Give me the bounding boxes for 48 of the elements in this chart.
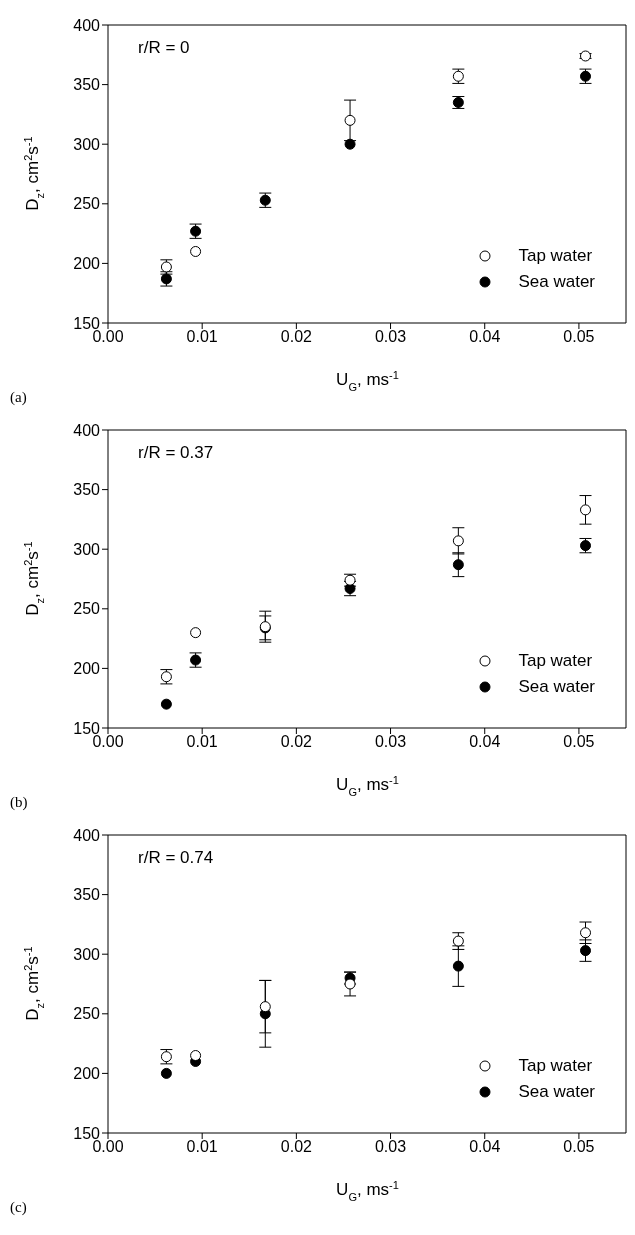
text: (a) bbox=[10, 389, 27, 406]
x-tick-label: 0.03 bbox=[374, 328, 407, 346]
x-axis-title: U$_{G}$, ms$^{-1}$ bbox=[336, 1179, 399, 1203]
text: (c) bbox=[10, 1199, 27, 1216]
y-tick-label: 350 bbox=[73, 76, 101, 94]
x-tick-label: 0.00 bbox=[92, 1138, 124, 1156]
y-tick-label: 200 bbox=[73, 660, 101, 678]
annotation: r/R = 0.37 bbox=[138, 443, 214, 463]
x-axis-title: U$_{G}$, ms$^{-1}$ bbox=[336, 369, 399, 393]
x-tick-label: 0.05 bbox=[563, 328, 595, 346]
y-tick-label: 400 bbox=[73, 16, 101, 34]
x-tick-label: 0.05 bbox=[563, 733, 595, 751]
x-tick-label: 0.01 bbox=[186, 328, 218, 346]
x-tick-label: 0.01 bbox=[186, 1138, 218, 1156]
annotation: r/R = 0 bbox=[138, 38, 190, 58]
x-tick-label: 0.00 bbox=[92, 328, 124, 346]
y-tick-label: 350 bbox=[73, 886, 101, 904]
y-tick-label: 300 bbox=[73, 135, 101, 153]
x-tick-label: 0.05 bbox=[563, 1138, 595, 1156]
legend-label: Tap water bbox=[518, 246, 593, 266]
x-tick-label: 0.04 bbox=[469, 733, 501, 751]
x-axis-title: U$_{G}$, ms$^{-1}$ bbox=[336, 774, 399, 798]
y-tick-label: 200 bbox=[73, 1065, 101, 1083]
y-tick-label: 300 bbox=[73, 540, 101, 558]
legend-label: Sea water bbox=[518, 1082, 595, 1102]
x-tick-label: 0.03 bbox=[374, 1138, 407, 1156]
x-tick-label: 0.01 bbox=[186, 733, 218, 751]
y-tick-label: 350 bbox=[73, 481, 101, 499]
y-tick-label: 250 bbox=[73, 600, 101, 618]
x-tick-label: 0.02 bbox=[280, 733, 313, 751]
y-tick-label: 300 bbox=[73, 945, 101, 963]
x-tick-label: 0.02 bbox=[280, 1138, 313, 1156]
y-tick-label: 250 bbox=[73, 195, 101, 213]
y-tick-label: 250 bbox=[73, 1005, 101, 1023]
annotation: r/R = 0.74 bbox=[138, 848, 214, 868]
legend-label: Sea water bbox=[518, 677, 595, 697]
x-tick-label: 0.04 bbox=[469, 328, 501, 346]
y-tick-label: 400 bbox=[73, 826, 101, 844]
text: (b) bbox=[10, 794, 28, 811]
y-tick-label: 200 bbox=[73, 255, 101, 273]
x-tick-label: 0.02 bbox=[280, 328, 313, 346]
y-tick-label: 400 bbox=[73, 421, 101, 439]
legend-label: Tap water bbox=[518, 651, 593, 671]
legend-label: Sea water bbox=[518, 272, 595, 292]
legend-label: Tap water bbox=[518, 1056, 593, 1076]
x-tick-label: 0.03 bbox=[374, 733, 407, 751]
x-tick-label: 0.00 bbox=[92, 733, 124, 751]
x-tick-label: 0.04 bbox=[469, 1138, 501, 1156]
